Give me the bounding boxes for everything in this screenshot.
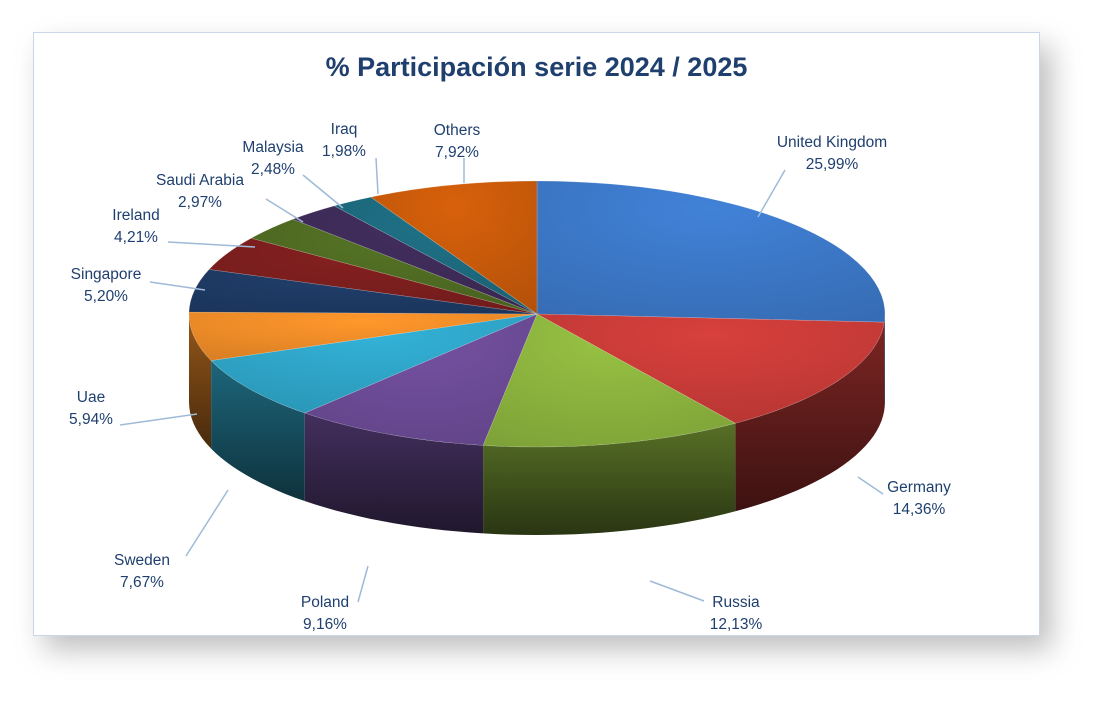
label-name-sweden: Sweden — [114, 552, 170, 569]
leader-line-iraq — [375, 157, 379, 195]
slice-ireland[interactable] — [208, 237, 538, 315]
leader-line-ireland — [167, 241, 256, 248]
label-value-poland: 9,16% — [303, 616, 347, 633]
label-name-singapore: Singapore — [71, 266, 142, 283]
slice-sweden[interactable] — [210, 313, 538, 414]
label-value-malaysia: 2,48% — [251, 161, 295, 178]
label-name-poland: Poland — [301, 594, 349, 611]
slice-germany[interactable] — [536, 313, 885, 424]
leader-line-singapore — [149, 281, 206, 291]
slice-saudi-arabia[interactable] — [250, 218, 538, 315]
slice-side-poland — [304, 413, 484, 534]
label-value-uae: 5,94% — [69, 411, 113, 428]
slice-side-united-kingdom — [884, 314, 885, 411]
label-name-germany: Germany — [887, 479, 951, 496]
leader-line-malaysia — [302, 174, 344, 209]
slice-side-germany — [735, 322, 885, 512]
leader-line-poland — [357, 565, 369, 603]
label-value-united-kingdom: 25,99% — [806, 156, 859, 173]
label-value-others: 7,92% — [435, 144, 479, 161]
label-value-russia: 12,13% — [710, 616, 763, 633]
label-name-malaysia: Malaysia — [242, 139, 304, 156]
label-name-saudi-arabia: Saudi Arabia — [156, 172, 244, 189]
label-name-united-kingdom: United Kingdom — [777, 134, 887, 151]
label-value-germany: 14,36% — [893, 501, 946, 518]
slice-side-russia — [483, 423, 736, 535]
leader-line-sweden — [185, 489, 229, 557]
label-value-iraq: 1,98% — [322, 143, 366, 160]
label-name-ireland: Ireland — [112, 207, 159, 224]
slice-others[interactable] — [370, 180, 538, 315]
leader-line-united-kingdom — [757, 169, 786, 218]
chart-title: % Participación serie 2024 / 2025 — [325, 52, 748, 82]
leader-line-germany — [857, 476, 884, 495]
label-value-sweden: 7,67% — [120, 574, 164, 591]
pie-tops — [188, 180, 886, 448]
leader-line-uae — [119, 413, 198, 426]
label-name-others: Others — [434, 122, 481, 139]
slice-russia[interactable] — [482, 313, 737, 448]
label-value-saudi-arabia: 2,97% — [178, 194, 222, 211]
leader-lines — [119, 157, 884, 603]
slice-united-kingdom[interactable] — [536, 180, 886, 323]
slice-poland[interactable] — [303, 313, 538, 446]
slice-side-sweden — [211, 360, 305, 501]
data-labels: United Kingdom 25,99% Germany 14,36% Russia 1… — [69, 121, 951, 633]
label-value-singapore: 5,20% — [84, 288, 128, 305]
leader-line-russia — [649, 580, 705, 602]
label-name-russia: Russia — [712, 594, 760, 611]
slice-malaysia[interactable] — [291, 205, 538, 315]
label-name-iraq: Iraq — [331, 121, 358, 138]
label-name-uae: Uae — [77, 389, 105, 406]
label-value-ireland: 4,21% — [114, 229, 158, 246]
slice-uae[interactable] — [188, 311, 538, 361]
leader-line-saudi-arabia — [265, 198, 304, 223]
slice-iraq[interactable] — [333, 196, 538, 315]
pie-sides — [189, 314, 885, 535]
slice-singapore[interactable] — [188, 269, 538, 315]
